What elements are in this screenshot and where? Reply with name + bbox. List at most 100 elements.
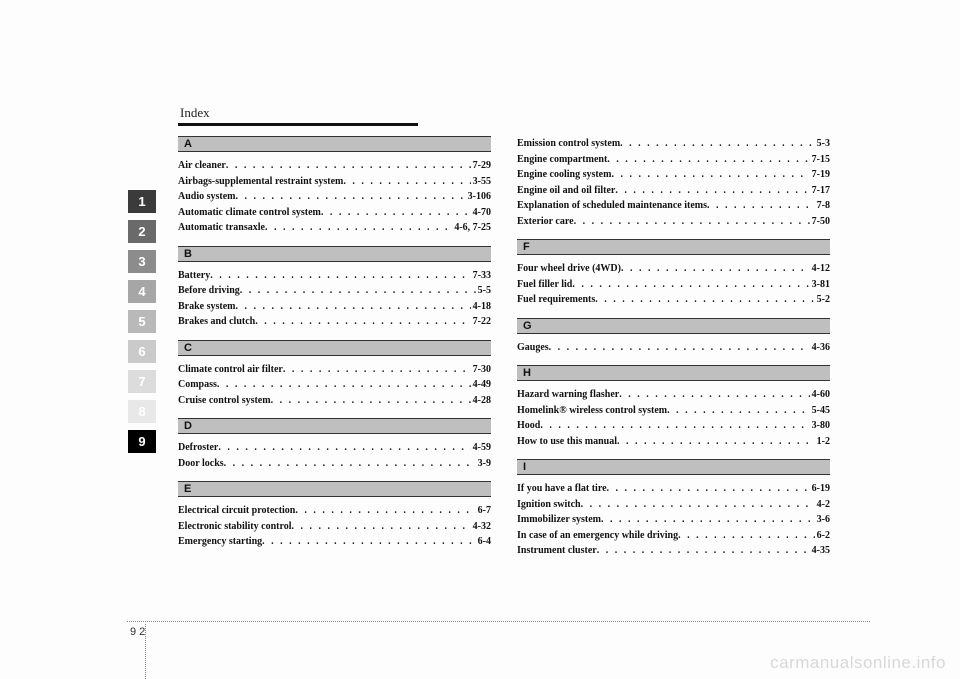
index-entry-dots: [619, 387, 809, 403]
index-section-letter: B: [178, 246, 491, 262]
index-entry: Emergency starting 6-4: [178, 534, 491, 550]
index-section-letter: D: [178, 418, 491, 434]
chapter-tab-8[interactable]: 8: [128, 400, 156, 423]
index-entry-label: Fuel requirements: [517, 292, 595, 308]
index-entry-label: Electrical circuit protection: [178, 503, 295, 519]
index-entry-dots: [321, 205, 471, 221]
index-entry-dots: [255, 314, 470, 330]
index-entry-dots: [218, 440, 470, 456]
index-entry-dots: [283, 362, 471, 378]
index-entry-label: Engine cooling system: [517, 167, 611, 183]
index-entry-dots: [581, 497, 815, 513]
index-entry: Defroster 4-59: [178, 440, 491, 456]
index-section-letter: G: [517, 318, 830, 334]
index-entry-dots: [240, 283, 476, 299]
index-entry-dots: [595, 292, 814, 308]
index-entry-page: 4-59: [471, 440, 491, 456]
index-entry-label: Emergency starting: [178, 534, 262, 550]
index-entry: Compass 4-49: [178, 377, 491, 393]
index-entry: Exterior care 7-50: [517, 214, 830, 230]
index-entry-label: Engine compartment: [517, 152, 607, 168]
index-entry: Airbags-supplemental restraint system 3-…: [178, 174, 491, 190]
index-entry-dots: [615, 183, 809, 199]
index-entry-dots: [265, 220, 452, 236]
index-entry-label: Compass: [178, 377, 217, 393]
index-section-letter: I: [517, 459, 830, 475]
index-entry-page: 7-30: [471, 362, 491, 378]
footer-page: 2: [139, 626, 148, 638]
index-entry: Audio system 3-106: [178, 189, 491, 205]
header-rule: [178, 123, 418, 126]
index-entry-page: 4-60: [810, 387, 830, 403]
index-entry-page: 4-32: [471, 519, 491, 535]
index-entry: Instrument cluster 4-35: [517, 543, 830, 559]
index-entry: Engine oil and oil filter 7-17: [517, 183, 830, 199]
index-entry-dots: [236, 299, 471, 315]
index-entry-label: Homelink® wireless control system: [517, 403, 667, 419]
chapter-tab-9[interactable]: 9: [128, 430, 156, 453]
index-entry-label: Fuel filler lid: [517, 277, 572, 293]
index-entry: Automatic transaxle 4-6, 7-25: [178, 220, 491, 236]
index-entry-dots: [343, 174, 470, 190]
chapter-tab-5[interactable]: 5: [128, 310, 156, 333]
index-entry-page: 5-3: [815, 136, 830, 152]
index-entry: Hood 3-80: [517, 418, 830, 434]
index-entry-page: 3-6: [815, 512, 830, 528]
chapter-tab-1[interactable]: 1: [128, 190, 156, 213]
chapter-tab-4[interactable]: 4: [128, 280, 156, 303]
index-entry: Engine compartment 7-15: [517, 152, 830, 168]
index-entry-dots: [224, 456, 476, 472]
index-entry-page: 4-2: [815, 497, 830, 513]
index-entry-dots: [226, 158, 471, 174]
index-entry-page: 3-80: [810, 418, 830, 434]
chapter-tab-7[interactable]: 7: [128, 370, 156, 393]
index-section-letter: A: [178, 136, 491, 152]
chapter-tab-3[interactable]: 3: [128, 250, 156, 273]
index-entry: Homelink® wireless control system 5-45: [517, 403, 830, 419]
index-entry-page: 4-18: [471, 299, 491, 315]
index-entry: Battery 7-33: [178, 268, 491, 284]
index-entry-page: 4-49: [471, 377, 491, 393]
index-entry: Emission control system 5-3: [517, 136, 830, 152]
footer-chapter: 9: [130, 626, 139, 638]
index-entry-dots: [617, 434, 815, 450]
index-entry-dots: [621, 261, 810, 277]
index-entry-page: 7-22: [471, 314, 491, 330]
index-entry: Cruise control system 4-28: [178, 393, 491, 409]
index-entry-label: If you have a flat tire: [517, 481, 607, 497]
index-entry-page: 4-35: [810, 543, 830, 559]
index-entry: Automatic climate control system 4-70: [178, 205, 491, 221]
chapter-tab-2[interactable]: 2: [128, 220, 156, 243]
index-entry-page: 5-5: [476, 283, 491, 299]
index-entry-dots: [574, 214, 810, 230]
index-entry-dots: [295, 503, 475, 519]
index-entry-page: 6-7: [476, 503, 491, 519]
index-entry-label: Gauges: [517, 340, 549, 356]
page-title: Index: [180, 105, 830, 121]
index-entry-dots: [540, 418, 809, 434]
index-entry-label: Brake system: [178, 299, 236, 315]
chapter-tab-6[interactable]: 6: [128, 340, 156, 363]
index-entry-label: Climate control air filter: [178, 362, 283, 378]
index-entry-page: 7-17: [810, 183, 830, 199]
index-entry-page: 3-81: [810, 277, 830, 293]
index-entry-dots: [611, 167, 809, 183]
index-entry-label: Air cleaner: [178, 158, 226, 174]
index-entry-dots: [549, 340, 810, 356]
index-entry-page: 4-70: [471, 205, 491, 221]
page: 123456789 Index AAir cleaner 7-29Airbags…: [0, 0, 960, 679]
index-entry-page: 3-55: [471, 174, 491, 190]
index-entry-page: 1-2: [815, 434, 830, 450]
index-entry-page: 4-28: [471, 393, 491, 409]
index-entry: Explanation of scheduled maintenance ite…: [517, 198, 830, 214]
index-entry-label: How to use this manual: [517, 434, 617, 450]
index-entry-dots: [292, 519, 471, 535]
index-entry: Brakes and clutch 7-22: [178, 314, 491, 330]
index-entry-label: Instrument cluster: [517, 543, 597, 559]
index-entry-page: 7-15: [810, 152, 830, 168]
index-entry-page: 7-50: [810, 214, 830, 230]
index-entry-dots: [601, 512, 815, 528]
watermark: carmanualsonline.info: [770, 653, 946, 673]
index-entry-dots: [678, 528, 815, 544]
index-entry: Hazard warning flasher 4-60: [517, 387, 830, 403]
